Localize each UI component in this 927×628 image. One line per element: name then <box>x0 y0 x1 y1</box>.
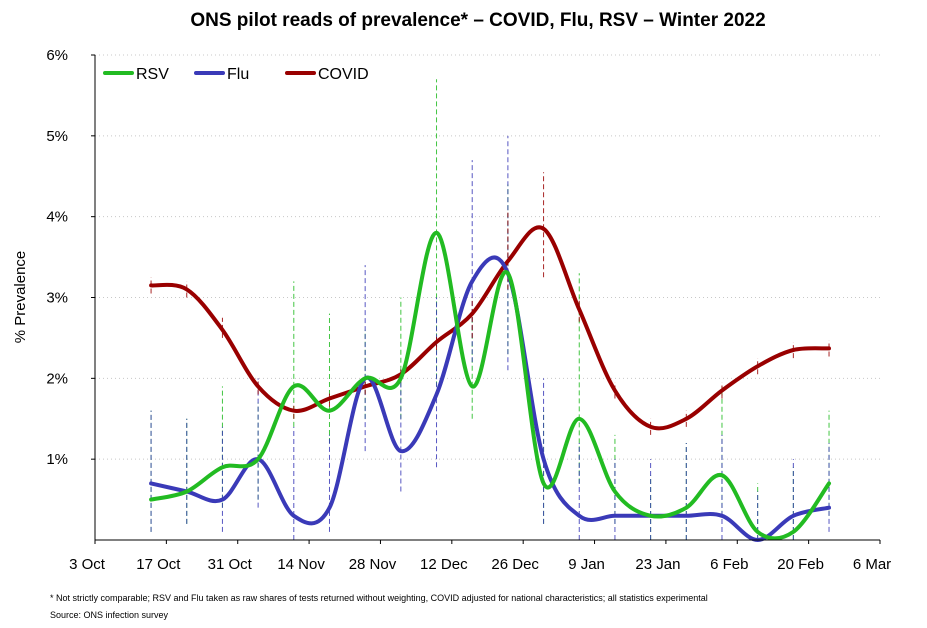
series-line-covid <box>149 225 831 431</box>
y-axis-label: % Prevalence <box>12 251 29 344</box>
legend: RSV Flu COVID <box>103 66 369 83</box>
x-tick-label: 6 Feb <box>710 556 748 573</box>
y-tick-label: 1% <box>46 451 68 468</box>
series-line-flu <box>149 255 831 542</box>
legend-label-rsv: RSV <box>136 66 169 83</box>
grid-lines <box>95 54 880 460</box>
x-tick-label: 28 Nov <box>349 556 397 573</box>
footnote: * Not strictly comparable; RSV and Flu t… <box>50 593 708 603</box>
y-tick-labels: 1% 2% 3% 4% 5% 6% <box>46 47 68 468</box>
axes <box>91 54 881 544</box>
x-tick-label: 6 Mar <box>853 556 891 573</box>
series-line-rsv <box>149 230 831 541</box>
x-tick-label: 23 Jan <box>635 556 680 573</box>
legend-label-covid: COVID <box>318 66 369 83</box>
x-tick-label: 17 Oct <box>136 556 181 573</box>
y-tick-label: 5% <box>46 128 68 145</box>
x-tick-label: 3 Oct <box>69 556 106 573</box>
y-tick-label: 4% <box>46 209 68 226</box>
x-tick-label: 31 Oct <box>208 556 253 573</box>
x-tick-labels: 3 Oct 17 Oct 31 Oct 14 Nov 28 Nov 12 Dec 26 De… <box>69 556 891 573</box>
x-tick-label: 9 Jan <box>568 556 605 573</box>
x-tick-label: 26 Dec <box>491 556 539 573</box>
source-note: Source: ONS infection survey <box>50 610 169 620</box>
y-tick-label: 3% <box>46 290 68 307</box>
y-tick-label: 6% <box>46 47 68 64</box>
x-tick-label: 20 Feb <box>777 556 824 573</box>
series-lines <box>149 225 831 542</box>
legend-label-flu: Flu <box>227 66 249 83</box>
confidence-interval-bars <box>150 79 830 540</box>
y-tick-label: 2% <box>46 370 68 387</box>
x-tick-label: 12 Dec <box>420 556 468 573</box>
chart-title: ONS pilot reads of prevalence* – COVID, … <box>190 10 765 31</box>
x-tick-label: 14 Nov <box>277 556 325 573</box>
